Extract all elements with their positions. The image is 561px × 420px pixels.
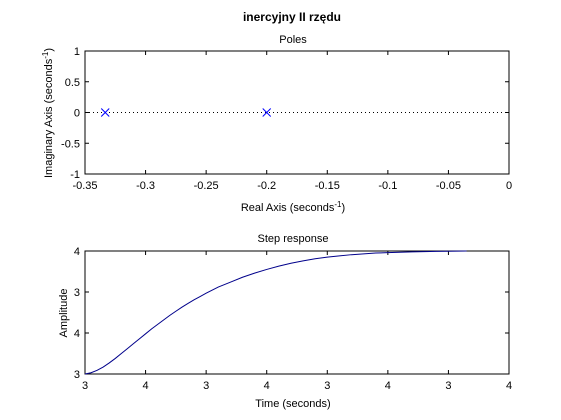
poles-plot-y-ticks: -1 -0.5 0 0.5 1 [61, 46, 509, 181]
poles-plot: Poles -0.35 -0.3 -0.25 -0.2 -0.15 -0.1 -0.05 0 … [41, 34, 512, 214]
poles-plot-y-tick-label: -0.5 [61, 138, 80, 150]
poles-plot-x-tick-label: -0.2 [257, 180, 276, 192]
poles-plot-x-tick-label: -0.25 [194, 180, 219, 192]
step-response-plot: Step response 3 4 3 4 3 4 3 4 3 4 3 4 Time (second… [58, 233, 512, 410]
step-response-plot-y-tick-label: 4 [74, 246, 80, 258]
poles-plot-y-tick-label: -1 [70, 169, 80, 181]
poles-plot-y-tick-label: 0 [74, 108, 80, 120]
step-response-plot-x-tick-label: 3 [82, 380, 88, 392]
poles-plot-markers [100, 108, 272, 117]
step-response-plot-y-tick-label: 3 [74, 369, 80, 381]
step-response-plot-y-tick-label: 3 [74, 287, 80, 299]
step-response-plot-x-tick-label: 4 [264, 380, 270, 392]
step-response-plot-axes-box [84, 250, 510, 375]
poles-plot-y-tick-label: 0.5 [65, 77, 80, 89]
step-response-plot-x-tick-label: 3 [324, 380, 330, 392]
pole-marker [262, 108, 272, 117]
poles-plot-x-tick-label: -0.3 [136, 180, 155, 192]
figure-title: inercyjny II rzędu [243, 10, 341, 24]
step-response-series-line [84, 250, 467, 375]
pole-marker [100, 108, 110, 117]
step-response-plot-title: Step response [258, 233, 329, 245]
poles-plot-x-ticks: -0.35 -0.3 -0.25 -0.2 -0.15 -0.1 -0.05 0 [72, 51, 512, 192]
poles-plot-x-axis-label: Real Axis (seconds-1) [241, 200, 345, 214]
step-response-plot-x-tick-label: 4 [385, 380, 391, 392]
poles-plot-x-tick-label: -0.1 [378, 180, 397, 192]
poles-plot-y-tick-label: 1 [74, 46, 80, 58]
step-response-plot-x-ticks: 3 4 3 4 3 4 3 4 [82, 251, 512, 392]
step-response-plot-x-axis-label: Time (seconds) [255, 398, 330, 410]
poles-plot-x-tick-label: 0 [506, 180, 512, 192]
step-response-plot-x-tick-label: 4 [143, 380, 149, 392]
step-response-plot-x-tick-label: 3 [203, 380, 209, 392]
step-response-plot-x-tick-label: 4 [506, 380, 512, 392]
poles-plot-y-axis-label: Imaginary Axis (seconds-1) [41, 48, 55, 178]
poles-plot-x-tick-label: -0.05 [436, 180, 461, 192]
poles-plot-x-tick-label: -0.35 [72, 180, 97, 192]
step-response-plot-x-tick-label: 3 [445, 380, 451, 392]
step-response-plot-y-axis-label: Amplitude [58, 289, 70, 338]
poles-plot-x-tick-label: -0.15 [315, 180, 340, 192]
step-response-plot-y-tick-label: 4 [74, 328, 80, 340]
poles-plot-title: Poles [279, 34, 307, 46]
